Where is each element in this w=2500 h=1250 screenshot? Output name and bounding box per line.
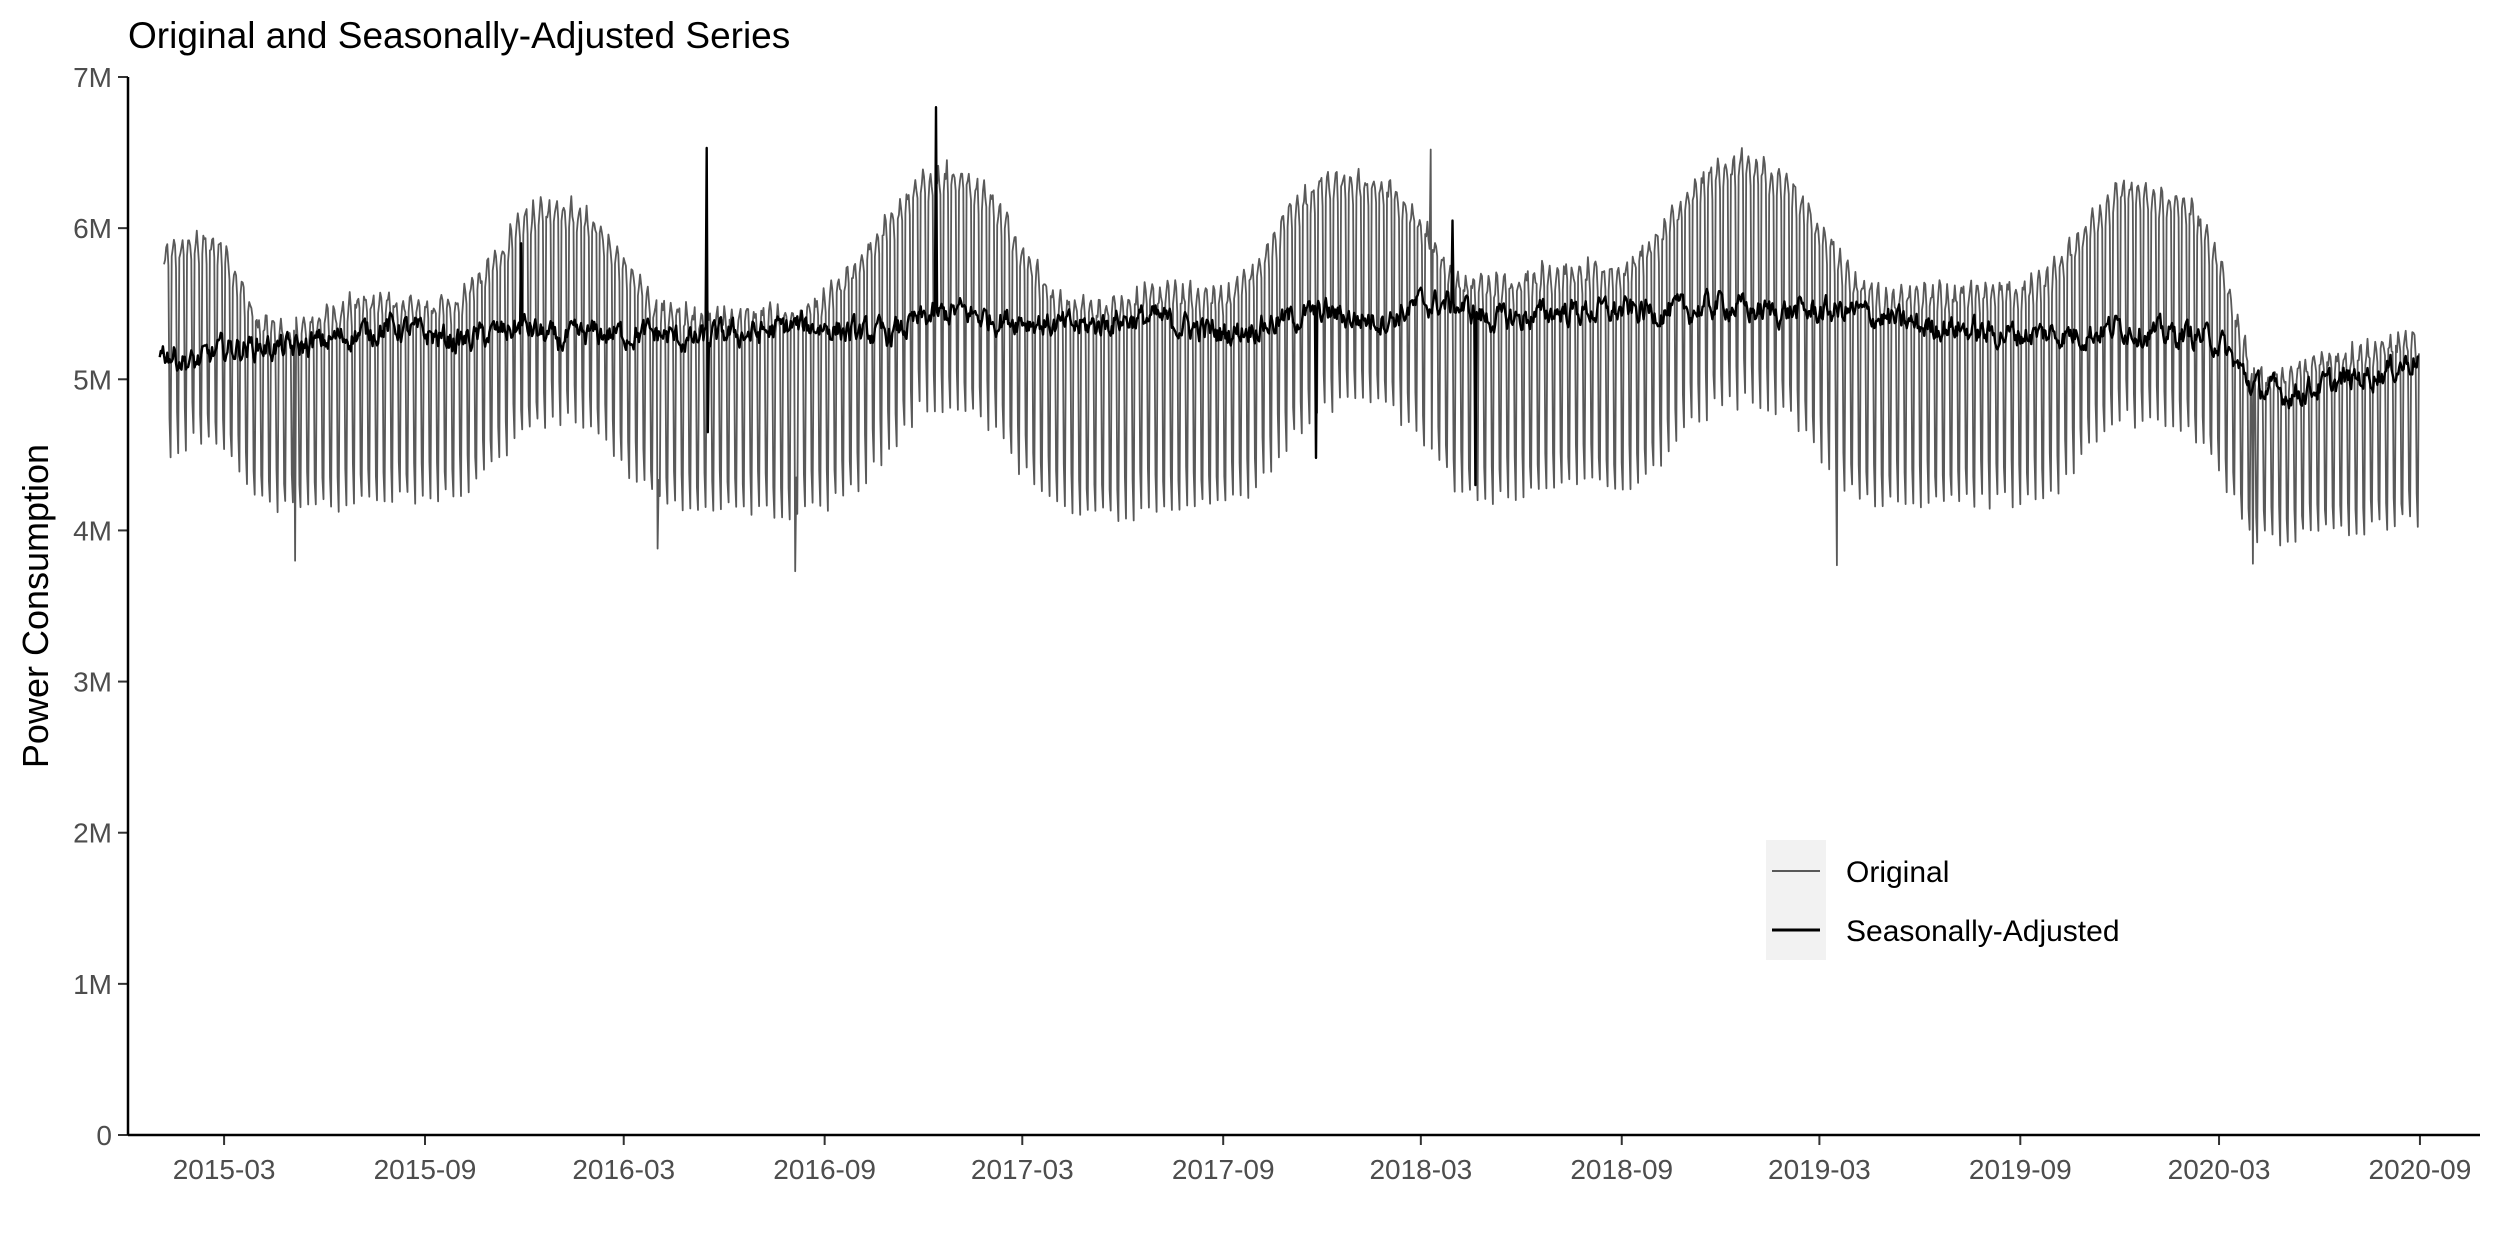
y-tick-label: 6M — [73, 213, 112, 244]
y-tick-label: 0 — [96, 1120, 112, 1151]
x-tick-label: 2016-09 — [773, 1154, 876, 1185]
plot-area — [158, 105, 2420, 573]
y-axis: 0 1M 2M 3M 4M 5M 6M 7M — [73, 62, 128, 1151]
y-tick-label: 7M — [73, 62, 112, 93]
y-tick-label: 2M — [73, 818, 112, 849]
x-tick-label: 2018-03 — [1369, 1154, 1472, 1185]
x-tick-label: 2020-09 — [2369, 1154, 2472, 1185]
legend-key-background — [1766, 840, 1826, 960]
x-tick-label: 2015-03 — [173, 1154, 276, 1185]
x-tick-label: 2020-03 — [2168, 1154, 2271, 1185]
series-original-line — [163, 147, 2420, 573]
x-tick-label: 2019-03 — [1768, 1154, 1871, 1185]
legend-label-seasonally-adjusted: Seasonally-Adjusted — [1846, 915, 2120, 948]
y-tick-label: 3M — [73, 667, 112, 698]
series-seasonally-adjusted-line — [158, 105, 2420, 487]
x-tick-label: 2017-09 — [1172, 1154, 1275, 1185]
x-tick-label: 2018-09 — [1570, 1154, 1673, 1185]
chart-title: Original and Seasonally-Adjusted Series — [128, 15, 790, 56]
x-tick-label: 2019-09 — [1969, 1154, 2072, 1185]
x-tick-label: 2017-03 — [971, 1154, 1074, 1185]
legend-label-original: Original — [1846, 856, 1949, 889]
y-axis-title: Power Consumption — [15, 444, 56, 768]
x-axis: 2015-03 2015-09 2016-03 2016-09 2017-03 2017-… — [173, 1135, 2472, 1185]
legend: Original Seasonally-Adjusted — [1766, 840, 2120, 960]
y-tick-label: 4M — [73, 515, 112, 546]
y-tick-label: 5M — [73, 364, 112, 395]
y-tick-label: 1M — [73, 969, 112, 1000]
x-tick-label: 2015-09 — [374, 1154, 477, 1185]
x-tick-label: 2016-03 — [572, 1154, 675, 1185]
